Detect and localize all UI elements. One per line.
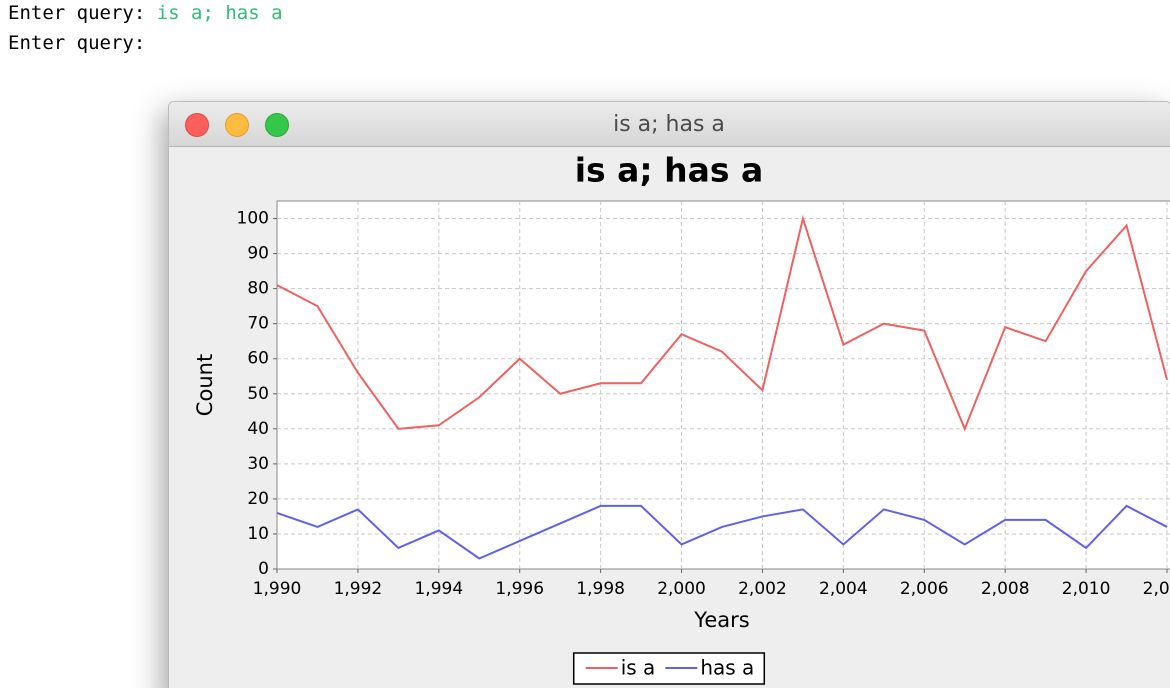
x-tick-label: 2,008 (981, 579, 1030, 599)
chart-window: is a; has a Years Count 0 10 20 30 40 50 60 70 8… (168, 101, 1170, 688)
y-axis-label: Count (193, 354, 217, 416)
x-tick-label: 2,000 (657, 579, 706, 599)
prompt: Enter query: (8, 2, 146, 24)
prompt: Enter query: (8, 32, 146, 54)
y-tick-label: 90 (247, 244, 269, 264)
plot-area (276, 200, 1170, 570)
query-input: is a; has a (156, 2, 283, 24)
terminal-line: Enter query: is a; has a (8, 2, 283, 24)
legend: is a has a (572, 652, 766, 685)
chart: is a; has a Years Count 0 10 20 30 40 50 60 70 8… (193, 151, 1170, 685)
x-tick-label: 2,012 (1143, 579, 1170, 599)
y-tick-label: 80 (247, 279, 269, 299)
series-line (276, 504, 1168, 560)
x-tick-label: 1,992 (334, 579, 383, 599)
x-tick-label: 2,006 (900, 579, 949, 599)
y-tick-label: 70 (247, 314, 269, 334)
chart-title: is a; has a (575, 151, 764, 190)
legend-label: has a (700, 656, 754, 680)
x-tick-label: 2,002 (738, 579, 787, 599)
y-tick-label: 60 (247, 349, 269, 369)
x-tick-label: 1,996 (495, 579, 544, 599)
terminal-line: Enter query: (8, 32, 145, 54)
minimize-button[interactable] (225, 113, 249, 137)
y-tick-label: 50 (247, 384, 269, 404)
window-title: is a; has a (613, 112, 725, 137)
y-tick-label: 100 (237, 209, 269, 229)
x-tick-label: 2,004 (819, 579, 868, 599)
y-tick-label: 0 (258, 559, 269, 579)
y-tick-label: 40 (247, 419, 269, 439)
y-tick-label: 20 (247, 489, 269, 509)
series-line (276, 214, 1168, 432)
x-axis-label: Years (693, 608, 749, 632)
close-button[interactable] (185, 113, 209, 137)
y-tick-label: 30 (247, 454, 269, 474)
x-tick-label: 2,010 (1062, 579, 1111, 599)
x-tick-label: 1,998 (576, 579, 625, 599)
legend-label: is a (621, 656, 656, 680)
y-tick-label: 10 (247, 524, 269, 544)
x-tick-label: 1,990 (253, 579, 302, 599)
x-tick-label: 1,994 (414, 579, 463, 599)
title-bar: is a; has a (169, 102, 1170, 147)
zoom-button[interactable] (265, 113, 289, 137)
